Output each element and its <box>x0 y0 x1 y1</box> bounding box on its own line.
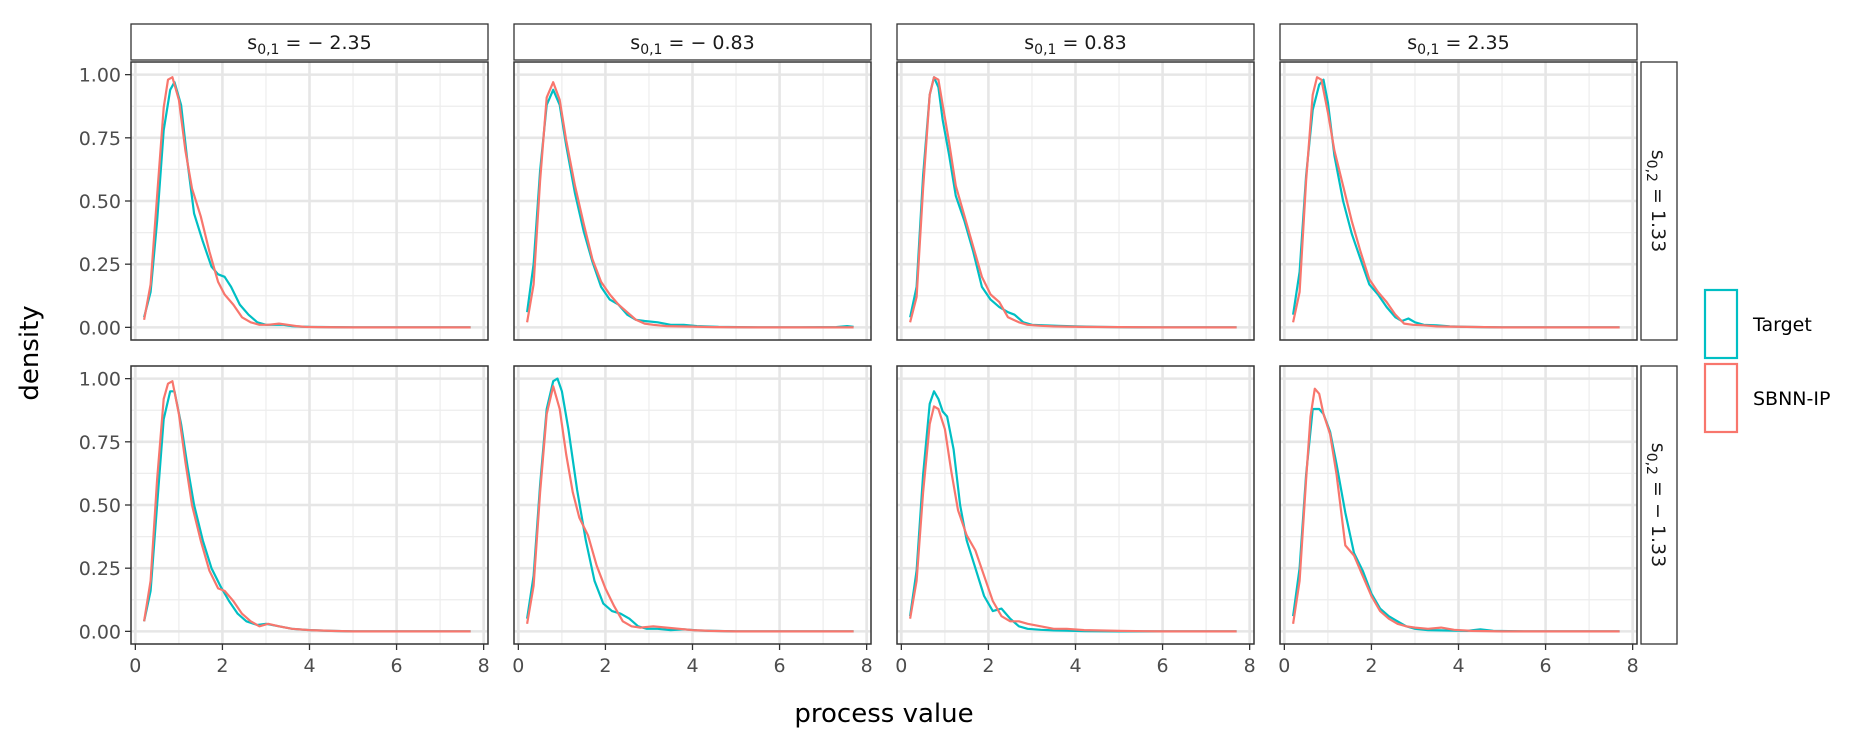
x-tick-label: 0 <box>895 655 907 677</box>
density-line-sbnn-ip <box>909 405 1237 633</box>
panel: 0.00 0.25 0.50 0.75 1.00 0 2 4 6 8 <box>79 365 490 677</box>
x-tick-label: 2 <box>982 655 994 677</box>
panel: 0 2 4 6 8 <box>1278 365 1639 677</box>
density-line-sbnn-ip <box>1292 76 1620 329</box>
facet-panels: s0,1 = − 2.35 s0,1 = − 0.83 s0,1 = 0.83 s0,… <box>79 23 1678 677</box>
legend-item: SBNN-IP <box>1703 362 1830 434</box>
strip-box <box>513 23 872 61</box>
col-strip-label: s0,1 = − 2.35 <box>247 32 371 58</box>
legend-item: Target <box>1703 288 1812 360</box>
row-strip-label: s0,2 = − 1.33 <box>1643 443 1669 567</box>
legend-key <box>1703 362 1739 434</box>
row-strip-label: s0,2 = 1.33 <box>1643 150 1669 252</box>
col-strip: s0,1 = 2.35 <box>1279 23 1638 61</box>
y-tick-label: 0.50 <box>79 495 121 517</box>
col-strip: s0,1 = 0.83 <box>896 23 1255 61</box>
x-tick-label: 6 <box>774 655 786 677</box>
panel-border <box>513 61 872 341</box>
panel: 0 2 4 6 8 <box>512 365 873 677</box>
legend-key <box>1703 288 1739 360</box>
x-tick-label: 0 <box>512 655 524 677</box>
col-strip-label: s0,1 = 2.35 <box>1407 32 1509 58</box>
x-tick-label: 6 <box>1540 655 1552 677</box>
y-tick-label: 0.25 <box>79 254 121 276</box>
col-strip-label: s0,1 = 0.83 <box>1024 32 1126 58</box>
strip-box <box>896 23 1255 61</box>
x-tick-label: 4 <box>1452 655 1464 677</box>
y-tick-label: 0.00 <box>79 621 121 643</box>
x-tick-label: 4 <box>1069 655 1081 677</box>
panel: 0.00 0.25 0.50 0.75 1.00 <box>79 61 489 341</box>
x-tick-label: 4 <box>686 655 698 677</box>
density-line-sbnn-ip <box>909 76 1237 329</box>
x-axis-title: process value <box>794 699 973 729</box>
row-strip: s0,2 = 1.33 <box>1640 61 1678 341</box>
x-tick-label: 6 <box>1157 655 1169 677</box>
legend-label: SBNN-IP <box>1753 388 1830 410</box>
density-line-sbnn-ip <box>526 81 854 329</box>
panel <box>1279 61 1638 341</box>
legend-label: Target <box>1752 314 1812 336</box>
panel-border <box>896 61 1255 341</box>
col-strip: s0,1 = − 0.83 <box>513 23 872 61</box>
legend: Target SBNN-IP <box>1703 288 1830 434</box>
y-axis-title: density <box>15 305 45 400</box>
y-tick-label: 1.00 <box>79 369 121 391</box>
panel <box>513 61 872 341</box>
col-strip-label: s0,1 = − 0.83 <box>630 32 754 58</box>
x-tick-label: 2 <box>216 655 228 677</box>
y-tick-label: 0.00 <box>79 317 121 339</box>
panel: 0 2 4 6 8 <box>895 365 1256 677</box>
x-tick-label: 8 <box>1244 655 1256 677</box>
x-tick-label: 6 <box>391 655 403 677</box>
x-tick-label: 4 <box>303 655 315 677</box>
density-line-sbnn-ip <box>526 385 854 633</box>
x-tick-label: 8 <box>1627 655 1639 677</box>
row-strip: s0,2 = − 1.33 <box>1640 365 1678 645</box>
y-tick-label: 1.00 <box>79 65 121 87</box>
density-line-target <box>1292 407 1620 633</box>
panel <box>896 61 1255 341</box>
panel-border <box>1279 61 1638 341</box>
x-tick-label: 2 <box>599 655 611 677</box>
y-tick-label: 0.75 <box>79 128 121 150</box>
x-tick-label: 8 <box>478 655 490 677</box>
x-tick-label: 2 <box>1365 655 1377 677</box>
y-tick-label: 0.50 <box>79 191 121 213</box>
density-line-sbnn-ip <box>143 380 471 633</box>
x-tick-label: 0 <box>129 655 141 677</box>
density-line-target <box>909 390 1237 633</box>
y-tick-label: 0.25 <box>79 558 121 580</box>
col-strip: s0,1 = − 2.35 <box>130 23 489 61</box>
strip-box <box>1279 23 1638 61</box>
density-line-sbnn-ip <box>1292 387 1620 633</box>
strip-box <box>130 23 489 61</box>
strip-box <box>1640 365 1678 645</box>
strip-box <box>1640 61 1678 341</box>
x-tick-label: 0 <box>1278 655 1290 677</box>
x-tick-label: 8 <box>861 655 873 677</box>
density-line-sbnn-ip <box>143 76 471 329</box>
y-tick-label: 0.75 <box>79 432 121 454</box>
